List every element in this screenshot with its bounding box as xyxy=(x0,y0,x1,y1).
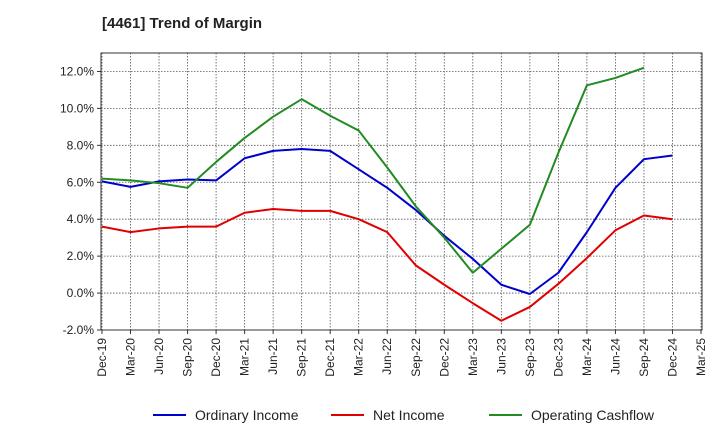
y-tick-label: 0.0% xyxy=(67,286,95,300)
x-tick-label: Dec-20 xyxy=(209,338,223,377)
x-tick-label: Sep-23 xyxy=(523,338,537,377)
x-tick-label: Jun-23 xyxy=(494,338,508,375)
y-tick-label: 10.0% xyxy=(60,101,94,115)
legend-label-net-income: Net Income xyxy=(373,407,445,423)
chart-title: [4461] Trend of Margin xyxy=(102,15,263,32)
x-tick-label: Mar-20 xyxy=(124,338,138,376)
x-tick-label: Dec-24 xyxy=(665,338,679,377)
series-lines xyxy=(101,66,673,322)
x-tick-label: Mar-22 xyxy=(352,338,366,376)
x-tick-label: Jun-22 xyxy=(380,338,394,375)
x-tick-label: Mar-23 xyxy=(466,338,480,376)
x-tick-label: Sep-24 xyxy=(637,338,651,377)
x-tick-label: Dec-22 xyxy=(437,338,451,377)
series-line-operating-cashflow xyxy=(101,66,645,274)
x-tick-label: Jun-20 xyxy=(152,338,166,375)
y-tick-label: 4.0% xyxy=(67,212,95,226)
grid-lines xyxy=(101,53,702,331)
x-tick-label: Jun-24 xyxy=(608,338,622,375)
x-tick-label: Mar-21 xyxy=(238,338,252,376)
y-tick-label: -2.0% xyxy=(63,323,95,337)
x-tick-label: Dec-19 xyxy=(95,338,109,377)
x-tick-label: Dec-21 xyxy=(323,338,337,377)
x-tick-label: Sep-21 xyxy=(295,338,309,377)
series-line-net-income xyxy=(101,208,673,322)
x-tick-label: Sep-22 xyxy=(409,338,423,377)
legend: Ordinary Income Net Income Operating Cashf… xyxy=(153,407,655,423)
legend-label-ordinary-income: Ordinary Income xyxy=(195,407,299,423)
x-tick-label: Mar-25 xyxy=(694,338,708,376)
x-tick-label: Dec-23 xyxy=(551,338,565,377)
legend-label-operating-cashflow: Operating Cashflow xyxy=(531,407,655,423)
y-tick-label: 6.0% xyxy=(67,175,95,189)
x-tick-label: Mar-24 xyxy=(580,338,594,376)
y-tick-label: 2.0% xyxy=(67,249,95,263)
plot-background xyxy=(101,53,702,330)
y-tick-label: 12.0% xyxy=(60,64,94,78)
axis-labels: -2.0% 0.0% 2.0% 4.0% 6.0% 8.0% 10.0% 12.0% Dec-1… xyxy=(60,64,708,376)
x-tick-label: Sep-20 xyxy=(181,338,195,377)
y-tick-label: 8.0% xyxy=(67,138,95,152)
plot-frame xyxy=(100,52,703,331)
x-tick-label: Jun-21 xyxy=(266,338,280,375)
